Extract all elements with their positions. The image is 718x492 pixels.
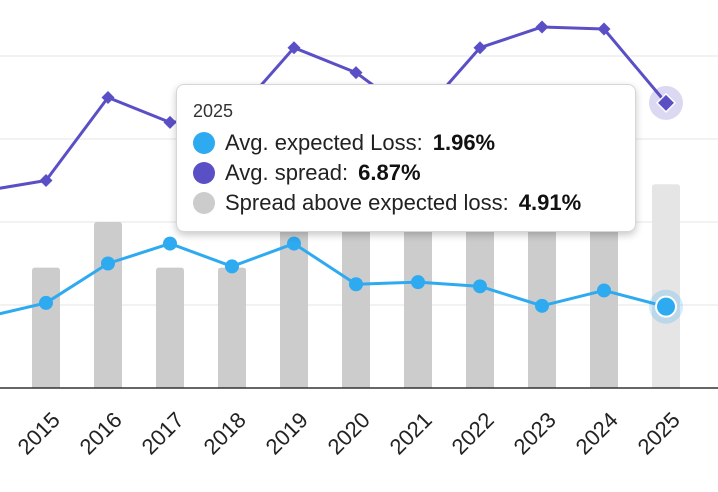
expected-loss-point-2018[interactable] bbox=[225, 259, 239, 274]
tooltip: 2025 Avg. expected Loss: 1.96% Avg. spre… bbox=[176, 84, 636, 232]
spread-point-2025[interactable] bbox=[655, 92, 677, 113]
x-tick-label: 2024 bbox=[571, 407, 623, 459]
tooltip-row-expected-loss: Avg. expected Loss: 1.96% bbox=[193, 128, 619, 158]
bar-series bbox=[32, 184, 680, 388]
series-line bbox=[0, 242, 667, 316]
expected-loss-dot-icon bbox=[193, 132, 215, 154]
bar-2025[interactable] bbox=[652, 184, 680, 388]
x-tick-label: 2015 bbox=[13, 407, 65, 459]
tooltip-label: Avg. expected Loss: bbox=[225, 130, 423, 155]
x-tick-label: 2018 bbox=[199, 407, 251, 459]
expected-loss-point-2020[interactable] bbox=[349, 277, 363, 292]
bar-2021[interactable] bbox=[404, 209, 432, 388]
spread-point-2024[interactable] bbox=[597, 22, 611, 36]
expected-loss-point-2025[interactable] bbox=[655, 295, 677, 318]
x-tick-label: 2021 bbox=[385, 407, 437, 459]
tooltip-label: Spread above expected loss: bbox=[225, 190, 509, 215]
bar-2019[interactable] bbox=[280, 226, 308, 388]
spread-point-2023[interactable] bbox=[535, 20, 549, 34]
expected-loss-point-2024[interactable] bbox=[597, 283, 611, 298]
expected-loss-point-2022[interactable] bbox=[473, 279, 487, 294]
x-tick-labels: 2015 2016 2017 2018 2019 2020 2021 2022 2023 2024… bbox=[13, 407, 685, 459]
spread-point-2015[interactable] bbox=[39, 174, 53, 187]
expected-loss-point-2016[interactable] bbox=[101, 256, 115, 271]
avg-expected-loss-series bbox=[0, 236, 683, 324]
expected-loss-point-2023[interactable] bbox=[535, 298, 549, 313]
spread-point-2022[interactable] bbox=[473, 41, 487, 55]
spread-point-2016[interactable] bbox=[101, 91, 115, 104]
bar-2017[interactable] bbox=[156, 267, 184, 388]
spread-point-2020[interactable] bbox=[349, 66, 363, 80]
x-tick-label: 2022 bbox=[447, 407, 499, 459]
expected-loss-point-2021[interactable] bbox=[411, 275, 425, 290]
bar-2018[interactable] bbox=[218, 267, 246, 388]
bar-2023[interactable] bbox=[528, 201, 556, 388]
expected-loss-point-2015[interactable] bbox=[39, 295, 53, 310]
tooltip-row-spread-above: Spread above expected loss: 4.91% bbox=[193, 188, 619, 218]
bar-2020[interactable] bbox=[342, 222, 370, 388]
spread-above-dot-icon bbox=[193, 192, 215, 214]
tooltip-value: 1.96% bbox=[432, 130, 496, 155]
tooltip-row-spread: Avg. spread: 6.87% bbox=[193, 158, 619, 188]
series-line bbox=[0, 25, 668, 190]
spread-dot-icon bbox=[193, 162, 215, 184]
x-tick-label: 2020 bbox=[323, 407, 375, 459]
spread-point-2017[interactable] bbox=[163, 115, 177, 129]
x-tick-label: 2023 bbox=[509, 407, 561, 459]
line-series bbox=[0, 20, 683, 324]
tooltip-value: 4.91% bbox=[518, 190, 582, 215]
tooltip-value: 6.87% bbox=[358, 160, 421, 185]
bar-2022[interactable] bbox=[466, 209, 494, 388]
x-tick-label: 2017 bbox=[137, 407, 189, 459]
x-tick-label: 2019 bbox=[261, 407, 313, 459]
x-tick-label: 2016 bbox=[75, 407, 127, 459]
x-tick-label: 2025 bbox=[633, 407, 685, 459]
avg-spread-series bbox=[0, 20, 683, 190]
expected-loss-point-2019[interactable] bbox=[287, 236, 301, 251]
spread-point-2019[interactable] bbox=[287, 41, 301, 55]
bar-2016[interactable] bbox=[94, 222, 122, 388]
tooltip-title: 2025 bbox=[193, 101, 234, 121]
expected-loss-point-2017[interactable] bbox=[163, 236, 177, 251]
bar-2015[interactable] bbox=[32, 267, 60, 388]
tooltip-label: Avg. spread: bbox=[225, 160, 349, 185]
